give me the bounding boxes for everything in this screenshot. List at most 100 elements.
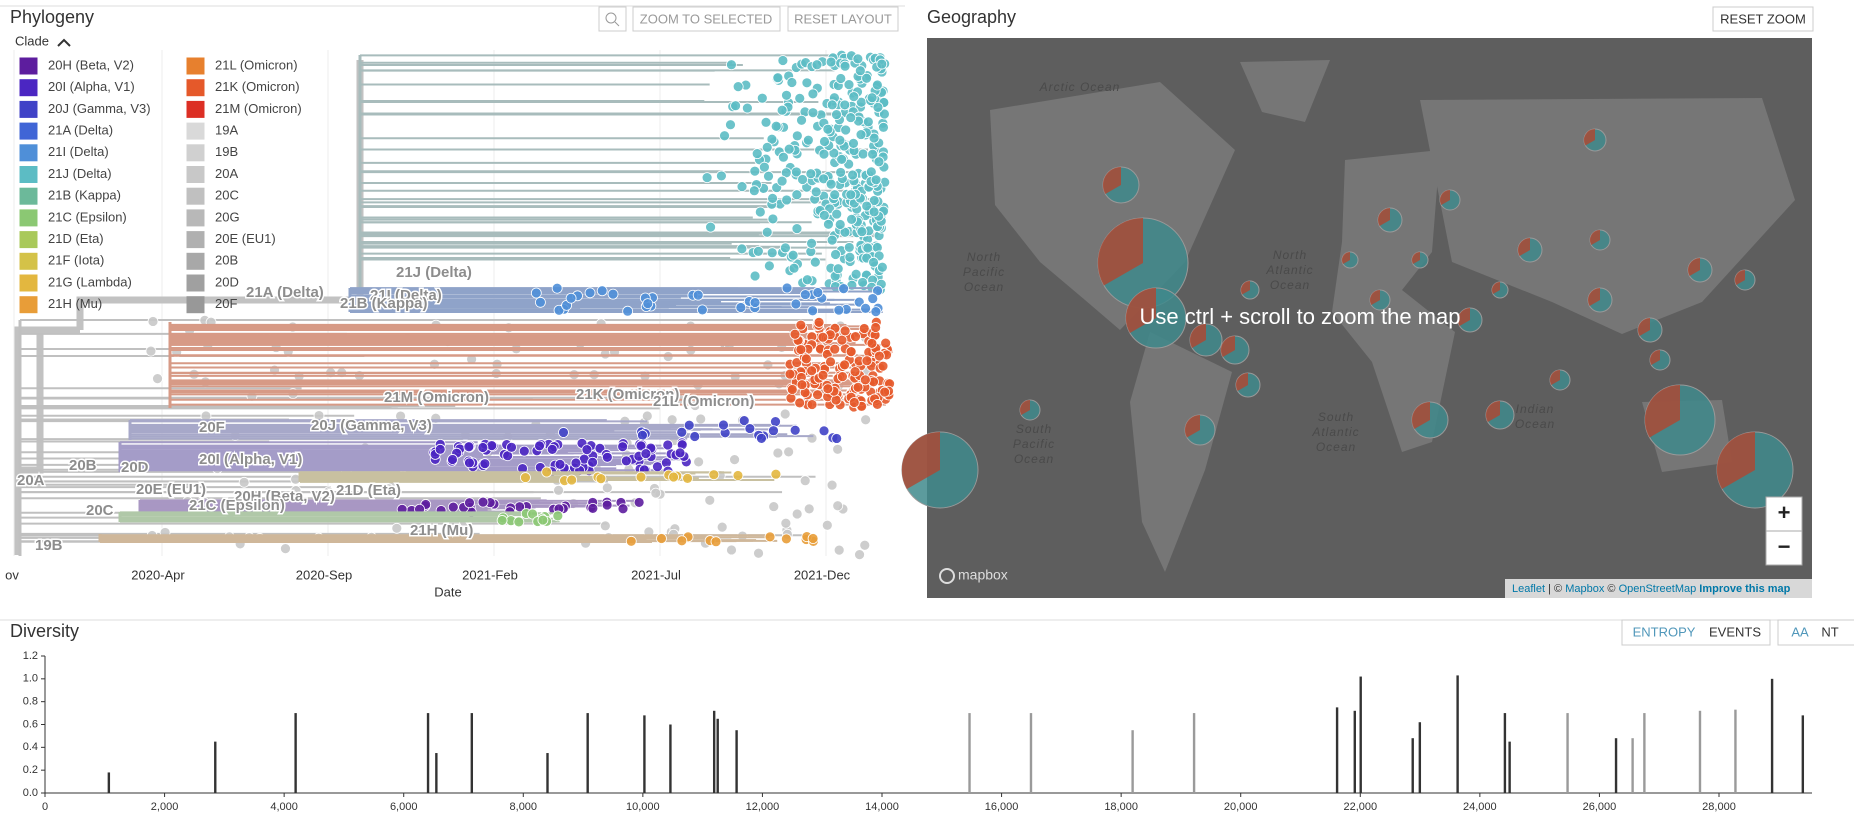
toggle-label[interactable]: NT	[1821, 624, 1838, 639]
entropy-bar	[1193, 713, 1195, 793]
tip	[558, 427, 568, 437]
x-tick-label: 18,000	[1104, 801, 1138, 813]
legend-label: 20J (Gamma, V3)	[48, 101, 151, 116]
y-tick-label: 0.8	[23, 696, 38, 708]
tip	[538, 515, 548, 525]
entropy-bar	[586, 713, 588, 793]
entropy-toggle[interactable]: ENTROPY EVENTS	[1622, 620, 1770, 645]
toggle-label[interactable]: AA	[1791, 624, 1809, 639]
legend-label: 21B (Kappa)	[48, 188, 121, 203]
tip	[553, 511, 563, 521]
entropy-bar	[1699, 711, 1701, 793]
tip	[448, 502, 458, 512]
tip	[781, 518, 791, 528]
tip	[762, 227, 772, 237]
tip	[737, 182, 747, 192]
tip	[872, 80, 882, 90]
entropy-bar	[735, 730, 737, 793]
ocean-label: Ocean	[1014, 452, 1054, 466]
tip	[690, 432, 700, 442]
tip	[717, 522, 727, 532]
tip	[667, 415, 677, 425]
tip	[850, 367, 860, 377]
toggle-label[interactable]: EVENTS	[1709, 624, 1761, 639]
tip	[830, 344, 840, 354]
tip	[189, 369, 199, 379]
tip	[803, 135, 813, 145]
entropy-bar	[435, 753, 437, 793]
ocean-label: Atlantic	[1265, 263, 1313, 277]
tip	[771, 469, 781, 479]
tip	[566, 293, 576, 303]
tip	[519, 446, 529, 456]
tip	[608, 289, 618, 299]
x-tick-label: 2021-Feb	[462, 567, 518, 582]
ocean-label: Pacific	[963, 265, 1005, 279]
tip	[853, 54, 863, 64]
tip	[773, 73, 783, 83]
entropy-bar	[471, 713, 473, 793]
toggle-label[interactable]: ENTROPY	[1633, 624, 1696, 639]
tip	[785, 369, 795, 379]
x-tick-label: 14,000	[865, 801, 899, 813]
tip	[850, 332, 860, 342]
clade-label: 21D (Eta)	[336, 482, 401, 499]
legend-label: 20C	[215, 188, 239, 203]
entropy-bar	[1030, 713, 1032, 793]
tip	[871, 322, 881, 332]
tip	[873, 102, 883, 112]
reset-layout-button[interactable]: RESET LAYOUT	[788, 7, 898, 31]
tip	[737, 244, 747, 254]
legend-swatch	[20, 167, 37, 183]
legend-label: 21A (Delta)	[48, 123, 113, 138]
mutation-type-toggle[interactable]: AA NT	[1778, 620, 1854, 645]
tip	[752, 149, 762, 159]
entropy-bar	[1771, 679, 1773, 793]
tip	[705, 495, 715, 505]
tip	[780, 243, 790, 253]
tip	[675, 448, 685, 458]
tip	[520, 473, 530, 483]
ocean-label: South	[1016, 422, 1052, 436]
tip	[795, 93, 805, 103]
reset-zoom-button[interactable]: RESET ZOOM	[1713, 7, 1813, 31]
tip	[435, 444, 445, 454]
tip	[571, 458, 581, 468]
ocean-label: South	[1318, 410, 1354, 424]
tip	[777, 105, 787, 115]
map-overlay-message: Use ctrl + scroll to zoom the map	[1140, 304, 1461, 329]
tip	[846, 347, 856, 357]
tip	[597, 286, 607, 296]
tip	[840, 360, 850, 370]
tip	[771, 121, 781, 131]
tip	[830, 190, 840, 200]
zoom-out-button[interactable]: −	[1766, 531, 1802, 565]
tip	[567, 475, 577, 485]
entropy-bar	[968, 713, 970, 793]
button-label: RESET ZOOM	[1720, 11, 1806, 26]
tip	[478, 497, 488, 507]
clade-label: 20A	[17, 472, 45, 489]
tip	[790, 329, 800, 339]
tip	[652, 462, 662, 472]
tip	[823, 124, 833, 134]
zoom-in-button[interactable]: +	[1766, 497, 1802, 531]
entropy-chart: 0.00.20.40.60.81.01.202,0004,0006,0008,0…	[23, 650, 1812, 813]
legend-label: 21C (Epsilon)	[48, 209, 127, 224]
legend-toggle[interactable]: Clade	[15, 33, 70, 48]
tip	[589, 370, 599, 380]
x-tick-label: 6,000	[390, 801, 418, 813]
legend-title: Clade	[15, 33, 49, 48]
tip	[768, 426, 778, 436]
tip	[801, 354, 811, 364]
panel-title: Diversity	[10, 621, 79, 641]
map[interactable]: Arctic OceanNorthPacificOceanNorthAtlant…	[902, 38, 1812, 598]
tip	[582, 445, 592, 455]
search-button[interactable]	[599, 7, 626, 31]
tip	[839, 284, 849, 294]
tip	[868, 294, 878, 304]
y-tick-label: 1.2	[23, 650, 38, 662]
x-tick-label: 0	[42, 801, 48, 813]
zoom-to-selected-button[interactable]: ZOOM TO SELECTED	[633, 7, 780, 31]
tip	[863, 243, 873, 253]
